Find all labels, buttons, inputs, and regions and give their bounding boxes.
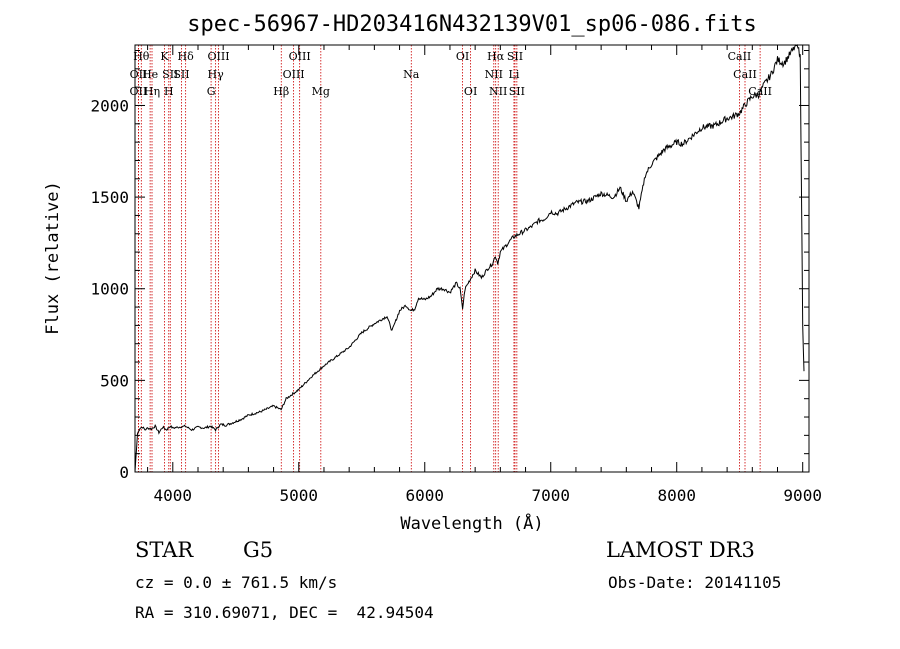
y-tick-label: 1000: [90, 280, 129, 299]
line-label: Na: [403, 68, 420, 81]
x-tick-label: 9000: [783, 486, 822, 505]
line-label: OIII: [283, 68, 305, 81]
line-label: K: [160, 50, 169, 63]
y-axis-ticks: 0 500 1000 1500 2000: [90, 49, 809, 482]
line-label: SII: [509, 85, 525, 98]
line-label: Hη: [144, 85, 160, 98]
survey-name: LAMOST DR3: [606, 538, 755, 562]
y-tick-label: 500: [100, 371, 129, 390]
line-label: H: [164, 85, 174, 98]
x-tick-label: 7000: [531, 486, 570, 505]
plot-frame: [134, 44, 810, 473]
line-label: OI: [464, 85, 477, 98]
line-label: He: [142, 68, 158, 81]
line-label: Hβ: [273, 85, 289, 98]
line-label: SII: [162, 68, 178, 81]
line-label: OI: [456, 50, 469, 63]
chart-title: spec-56967-HD203416N432139V01_sp06-086.f…: [187, 12, 757, 37]
line-label: Hγ: [208, 68, 225, 81]
x-axis-ticks: 4000 5000 6000 7000 8000 9000: [147, 45, 822, 505]
x-tick-label: 8000: [657, 486, 696, 505]
x-tick-label: 5000: [280, 486, 319, 505]
y-tick-label: 2000: [90, 96, 129, 115]
line-label: SII: [173, 68, 189, 81]
object-subclass: G5: [243, 538, 274, 562]
line-label: NII: [489, 85, 507, 98]
x-tick-label: 4000: [154, 486, 193, 505]
line-label: OII: [130, 68, 148, 81]
y-tick-label: 0: [119, 463, 129, 482]
y-axis-label: Flux (relative): [43, 181, 63, 335]
object-class: STAR: [135, 538, 194, 562]
line-label: CaII: [728, 50, 752, 63]
obs-date-text: Obs-Date: 20141105: [608, 573, 782, 592]
line-label: SII: [507, 50, 523, 63]
line-label: Hδ: [178, 50, 195, 63]
redshift-text: cz = 0.0 ± 761.5 km/s: [135, 573, 338, 592]
line-label: OIII: [207, 50, 229, 63]
line-label: NII: [485, 68, 503, 81]
line-label: CaII: [733, 68, 757, 81]
line-label: Hα: [487, 50, 505, 63]
line-label: OIII: [289, 50, 311, 63]
coordinates-text: RA = 310.69071, DEC = 42.94504: [135, 603, 434, 622]
line-label: Mg: [312, 85, 330, 98]
x-tick-label: 6000: [405, 486, 444, 505]
line-label: G: [207, 85, 216, 98]
x-axis-label: Wavelength (Å): [400, 512, 543, 534]
y-tick-label: 1500: [90, 188, 129, 207]
line-label: Li: [509, 68, 520, 81]
line-label: OII: [130, 85, 148, 98]
line-label: Hθ: [133, 50, 150, 63]
spectral-line-markers: [138, 45, 761, 472]
spectrum-line: [134, 44, 805, 473]
